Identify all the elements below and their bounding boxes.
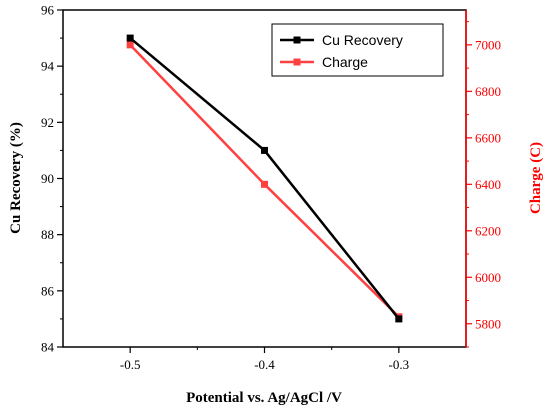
- right-tick-label: 6800: [475, 84, 501, 99]
- right-tick-label: 7000: [475, 37, 501, 52]
- x-tick-label: -0.4: [254, 357, 275, 372]
- data-point-cu-recovery: [261, 146, 268, 154]
- x-axis-title: Potential vs. Ag/AgCl /V: [186, 390, 342, 406]
- right-tick-label: 6400: [475, 177, 501, 192]
- right-axis-title: Charge (C): [528, 142, 544, 214]
- x-tick-label: -0.3: [389, 357, 410, 372]
- data-point-cu-recovery: [126, 34, 134, 42]
- legend-marker-cu-recovery: [293, 36, 301, 44]
- left-tick-label: 86: [41, 283, 55, 298]
- x-tick-label: -0.5: [120, 357, 141, 372]
- legend-label-charge: Charge: [322, 54, 368, 70]
- right-tick-label: 6000: [475, 270, 501, 285]
- legend-box: [271, 23, 444, 77]
- data-point-charge: [126, 41, 134, 49]
- legend-label-cu-recovery: Cu Recovery: [322, 32, 403, 48]
- right-tick-label: 6200: [475, 223, 501, 238]
- left-axis-title: Cu Recovery (%): [8, 122, 24, 234]
- data-point-cu-recovery: [395, 315, 403, 323]
- data-point-charge: [261, 180, 268, 188]
- left-tick-label: 92: [41, 115, 54, 130]
- left-tick-label: 90: [41, 171, 54, 186]
- right-tick-label: 5800: [475, 316, 501, 331]
- right-tick-label: 6600: [475, 130, 501, 145]
- left-tick-label: 96: [41, 3, 55, 18]
- left-tick-label: 84: [41, 340, 55, 355]
- legend-marker-charge: [293, 58, 301, 66]
- left-tick-label: 88: [41, 227, 54, 242]
- left-tick-label: 94: [41, 59, 55, 74]
- legend: Cu Recovery Charge: [271, 23, 444, 77]
